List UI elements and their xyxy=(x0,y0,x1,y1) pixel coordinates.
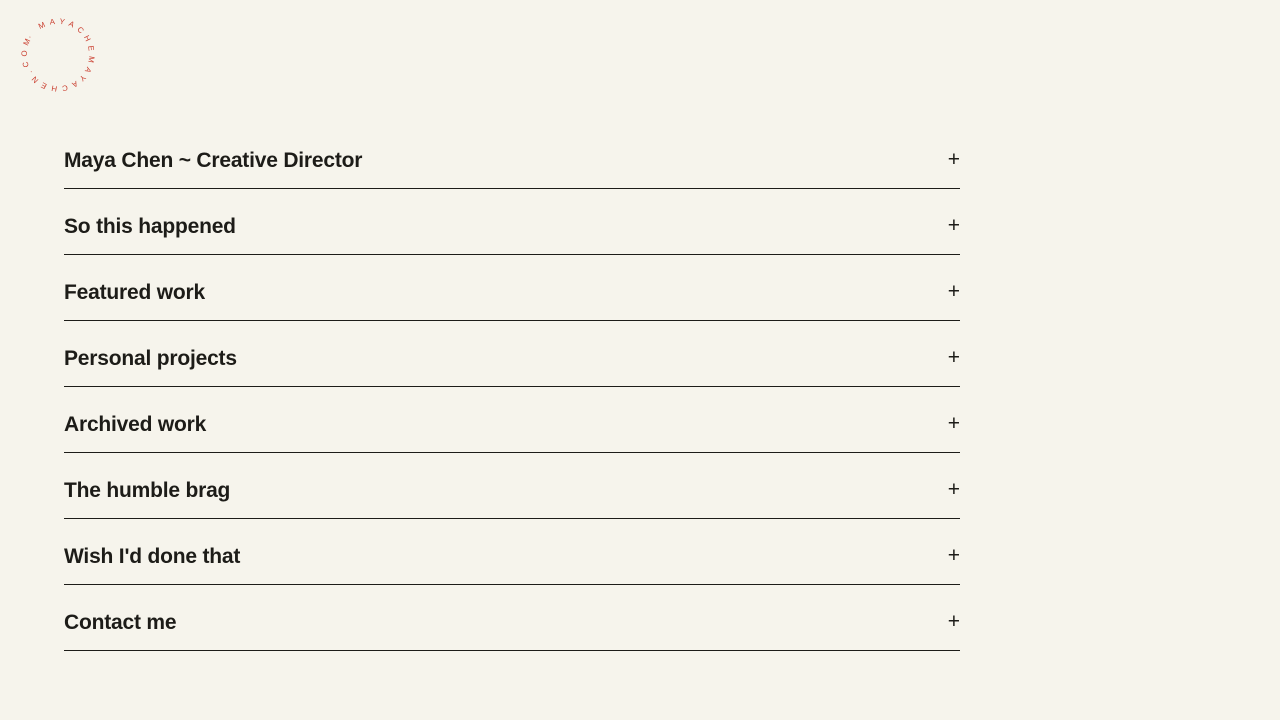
accordion-item-label: Personal projects xyxy=(64,346,237,370)
plus-icon[interactable]: + xyxy=(947,346,960,369)
accordion-item-label: Contact me xyxy=(64,610,177,634)
accordion-menu: Maya Chen ~ Creative Director + So this … xyxy=(64,123,960,651)
site-logo[interactable]: · MAYACHEMAYACHEN.COM xyxy=(13,10,103,100)
accordion-item-archived-work[interactable]: Archived work + xyxy=(64,387,960,453)
accordion-item-personal-projects[interactable]: Personal projects + xyxy=(64,321,960,387)
accordion-item-label: The humble brag xyxy=(64,478,231,502)
accordion-item-maya-chen-creative-director[interactable]: Maya Chen ~ Creative Director + xyxy=(64,123,960,189)
accordion-item-label: So this happened xyxy=(64,214,236,238)
plus-icon[interactable]: + xyxy=(947,544,960,567)
accordion-item-label: Wish I'd done that xyxy=(64,544,241,568)
accordion-item-wish-id-done-that[interactable]: Wish I'd done that + xyxy=(64,519,960,585)
plus-icon[interactable]: + xyxy=(947,610,960,633)
accordion-item-label: Maya Chen ~ Creative Director xyxy=(64,148,363,172)
circular-logo: · MAYACHEMAYACHEN.COM xyxy=(13,10,103,100)
plus-icon[interactable]: + xyxy=(947,214,960,237)
accordion-item-label: Archived work xyxy=(64,412,207,436)
accordion-item-contact-me[interactable]: Contact me + xyxy=(64,585,960,651)
plus-icon[interactable]: + xyxy=(947,412,960,435)
accordion-item-so-this-happened[interactable]: So this happened + xyxy=(64,189,960,255)
circular-logo-text: · MAYACHEMAYACHEN.COM xyxy=(13,10,103,100)
plus-icon[interactable]: + xyxy=(947,148,960,171)
accordion-item-the-humble-brag[interactable]: The humble brag + xyxy=(64,453,960,519)
accordion-item-label: Featured work xyxy=(64,280,205,304)
plus-icon[interactable]: + xyxy=(947,478,960,501)
accordion-item-featured-work[interactable]: Featured work + xyxy=(64,255,960,321)
plus-icon[interactable]: + xyxy=(947,280,960,303)
